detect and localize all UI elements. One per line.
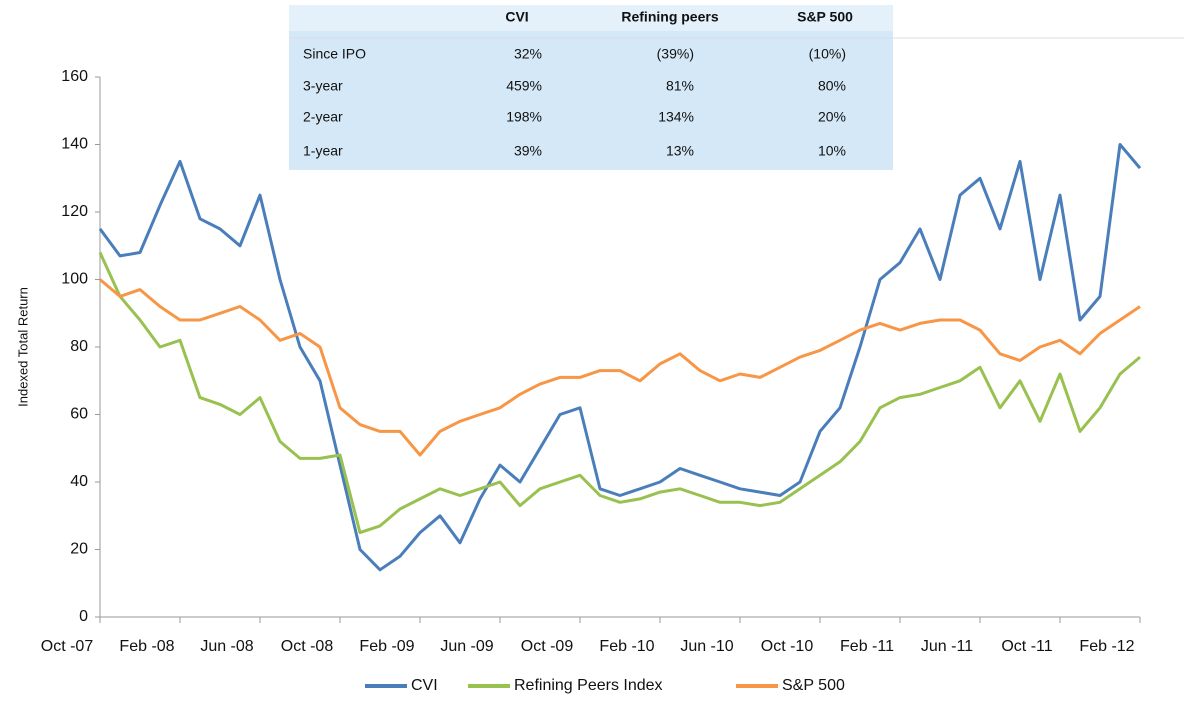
series-line (99, 278, 1141, 457)
series-line (98, 143, 1142, 572)
x-tick-label: Feb -10 (599, 638, 654, 655)
x-tick-label: Oct -10 (761, 638, 814, 655)
table-header: Refining peers (621, 9, 718, 25)
table-cell: 81% (666, 78, 694, 94)
legend-label: CVI (411, 677, 438, 694)
table-cell: 13% (666, 143, 694, 159)
y-tick-label: 20 (70, 541, 88, 558)
table-background (289, 5, 893, 170)
x-tick-label: Jun -08 (200, 638, 253, 655)
table-header: S&P 500 (797, 9, 853, 25)
x-tick-label: Oct -11 (1001, 638, 1052, 655)
y-tick-label: 60 (70, 406, 88, 423)
table-header: CVI (505, 9, 528, 25)
y-tick-label: 120 (61, 203, 88, 220)
table-cell: (10%) (809, 46, 846, 62)
y-tick-label: 140 (61, 136, 88, 153)
x-tick-label: Feb -08 (119, 638, 174, 655)
table: CVI Refining peers S&P 500 Since IPO 32% (39%… (303, 9, 853, 159)
y-tick-label: 100 (61, 271, 88, 288)
y-axis-label: Indexed Total Return (15, 287, 30, 407)
table-cell: 20% (818, 109, 846, 125)
x-tick-label: Feb -09 (359, 638, 414, 655)
legend-label: S&P 500 (782, 677, 845, 694)
y-tick-label: 40 (70, 473, 88, 490)
x-tick-label: Feb -11 (840, 638, 894, 655)
table-cell: 198% (506, 109, 542, 125)
table-cell: 134% (658, 109, 694, 125)
table-row-label: 3-year (303, 78, 343, 94)
y-tick-label: 0 (79, 608, 88, 625)
y-tick-label: 160 (61, 68, 88, 85)
table-row-label: 2-year (303, 109, 343, 125)
table-header-background (289, 5, 893, 31)
x-tick-label: Feb -12 (1079, 638, 1134, 655)
table-cell: 32% (514, 46, 542, 62)
table-cell: 39% (514, 143, 542, 159)
y-tick-label: 80 (70, 338, 88, 355)
table-row-label: 1-year (303, 143, 343, 159)
x-tick-label: Oct -07 (41, 638, 94, 655)
x-tick-label: Jun -10 (680, 638, 733, 655)
x-tick-label: Jun -11 (921, 638, 973, 655)
table-cell: 80% (818, 78, 846, 94)
table-cell: 459% (506, 78, 542, 94)
table-row-label: Since IPO (303, 46, 366, 62)
table-cell: (39%) (657, 46, 694, 62)
x-tick-label: Jun -09 (440, 638, 493, 655)
x-tick-label: Oct -08 (281, 638, 334, 655)
x-tick-label: Oct -09 (521, 638, 574, 655)
legend-label: Refining Peers Index (514, 677, 663, 694)
table-cell: 10% (818, 143, 846, 159)
series-line (98, 251, 1141, 535)
